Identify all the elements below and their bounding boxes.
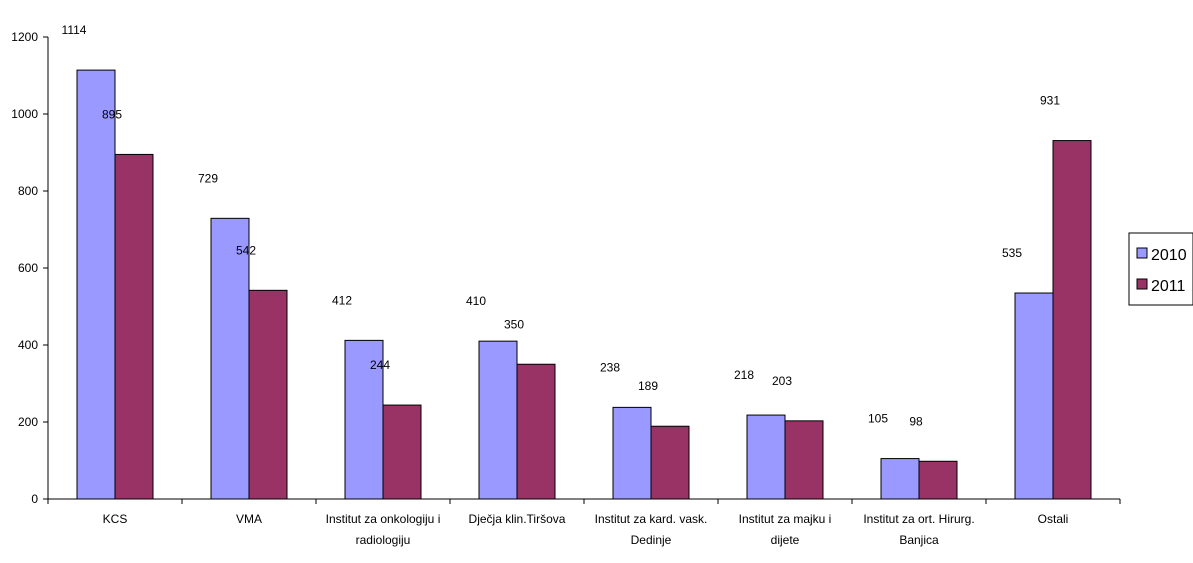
legend-box xyxy=(1128,232,1193,306)
category-label: Institut za majku i dijete xyxy=(739,512,832,547)
bar xyxy=(76,69,116,500)
bar xyxy=(382,404,422,500)
category-label-line: Banjica xyxy=(899,533,939,547)
legend-label: 2011 xyxy=(1151,278,1186,295)
category-label-line: Institut za kard. vask. xyxy=(595,512,708,526)
category-label-line: VMA xyxy=(236,512,262,526)
category-label: VMA xyxy=(236,512,262,526)
bar xyxy=(784,420,824,500)
data-label: 412 xyxy=(332,293,352,307)
data-label: 542 xyxy=(236,243,256,257)
data-label: 189 xyxy=(638,379,658,393)
data-label: 203 xyxy=(772,374,792,388)
data-label: 1114 xyxy=(62,23,87,37)
chart-category-labels: KCS VMA Institut za onkologiju i radiologij… xyxy=(103,512,1069,547)
bar xyxy=(1014,292,1054,500)
bar xyxy=(880,458,920,500)
bar xyxy=(114,153,154,500)
bar xyxy=(746,414,786,500)
category-label-line: Institut za onkologiju i xyxy=(326,512,441,526)
category-label: Ostali xyxy=(1038,512,1069,526)
bar xyxy=(248,289,288,500)
chart-axes: 0 200 400 600 800 1000 1200 xyxy=(11,30,1121,506)
bar xyxy=(650,425,690,500)
chart-legend: 2010 2011 xyxy=(1128,232,1193,306)
bar xyxy=(344,339,384,500)
category-label-line: dijete xyxy=(771,533,800,547)
data-label: 238 xyxy=(600,360,620,374)
bar xyxy=(210,217,250,500)
category-label: KCS xyxy=(103,512,128,526)
category-label-line: Dedinje xyxy=(631,533,672,547)
data-label: 218 xyxy=(734,368,754,382)
chart-bars xyxy=(76,69,1092,500)
chart-data-labels: 1114 895 729 542 412 244 410 350 238 189 218 203 105… xyxy=(62,23,1061,428)
bar xyxy=(516,363,556,500)
bar xyxy=(478,340,518,500)
legend-label: 2010 xyxy=(1151,247,1187,264)
data-label: 244 xyxy=(370,358,390,372)
legend-swatch xyxy=(1136,278,1148,290)
y-tick-label: 600 xyxy=(18,261,38,275)
y-tick-label: 1000 xyxy=(11,107,38,121)
category-label: Institut za onkologiju i radiologiju xyxy=(326,512,441,547)
category-label: Institut za kard. vask. Dedinje xyxy=(595,512,708,547)
bar xyxy=(918,460,958,500)
category-label-line: Ostali xyxy=(1038,512,1069,526)
y-tick-label: 200 xyxy=(18,415,38,429)
y-tick-label: 400 xyxy=(18,338,38,352)
y-tick-label: 1200 xyxy=(11,30,38,44)
data-label: 931 xyxy=(1040,94,1060,108)
data-label: 98 xyxy=(909,414,923,428)
y-tick-label: 0 xyxy=(31,492,38,506)
legend-swatch xyxy=(1136,247,1148,259)
category-label: Dječja klin.Tiršova xyxy=(469,512,566,526)
bar xyxy=(612,406,652,500)
y-tick-label: 800 xyxy=(18,184,38,198)
data-label: 535 xyxy=(1002,246,1022,260)
category-label-line: Dječja klin.Tiršova xyxy=(469,512,566,526)
data-label: 105 xyxy=(868,412,888,426)
category-label-line: Institut za ort. Hirurg. xyxy=(863,512,974,526)
category-label: Institut za ort. Hirurg. Banjica xyxy=(863,512,974,547)
data-label: 729 xyxy=(198,171,218,185)
category-label-line: KCS xyxy=(103,512,128,526)
data-label: 350 xyxy=(504,317,524,331)
bar xyxy=(1052,140,1092,500)
data-label: 895 xyxy=(102,107,122,121)
data-label: 410 xyxy=(466,294,486,308)
category-label-line: radiologiju xyxy=(356,533,411,547)
category-label-line: Institut za majku i xyxy=(739,512,832,526)
